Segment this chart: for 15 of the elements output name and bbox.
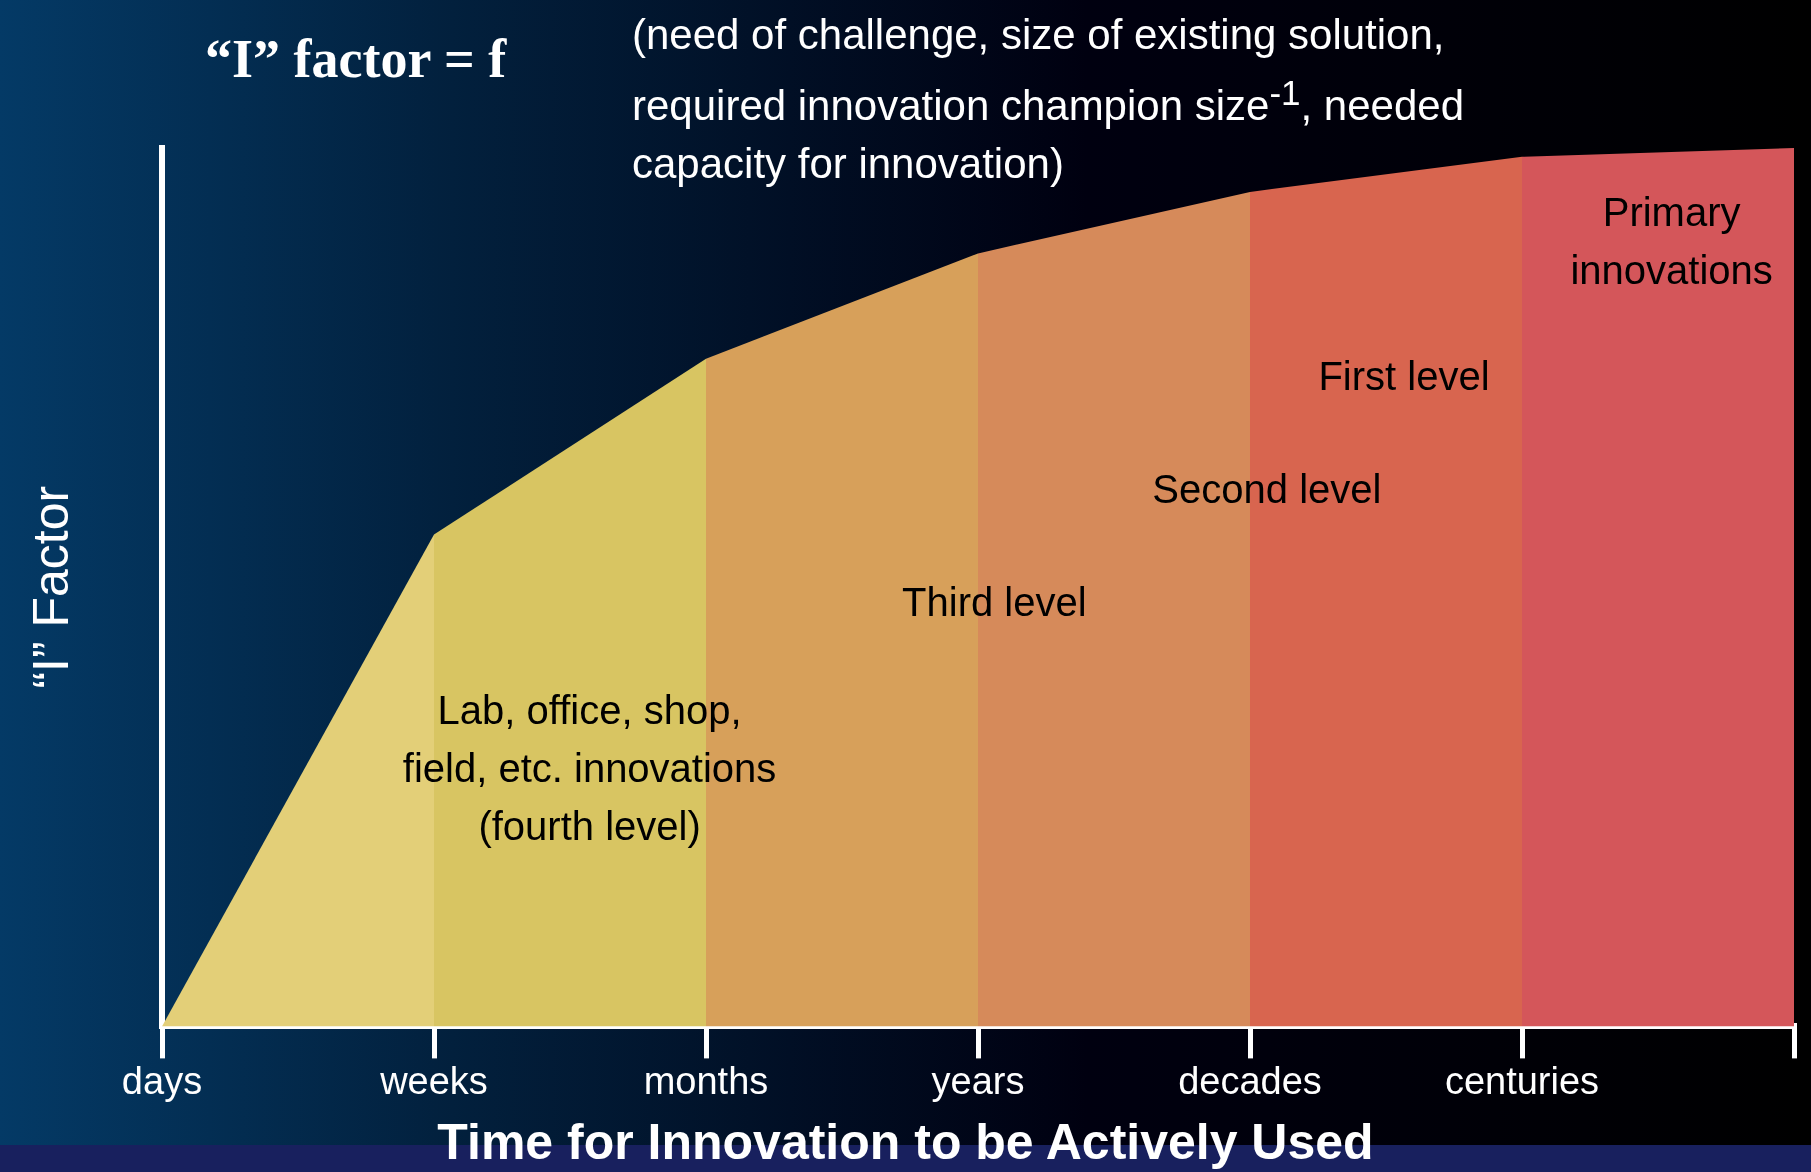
- x-axis-title: Time for Innovation to be Actively Used: [436, 1114, 1375, 1170]
- annotation: First level: [1318, 354, 1490, 399]
- x-tick-label: years: [931, 1059, 1025, 1102]
- x-tick-label: days: [121, 1059, 203, 1102]
- x-tick-label: months: [643, 1059, 769, 1102]
- chart-title: “I” factor = f: [205, 28, 507, 90]
- annotation: Third level: [902, 579, 1087, 624]
- x-tick-label: decades: [1178, 1059, 1322, 1102]
- annotation: Second level: [1152, 467, 1382, 512]
- y-axis-title: “I” Factor: [22, 485, 79, 689]
- annotation: Primary innovations: [1570, 189, 1773, 292]
- annotation: Lab, office, shop, field, etc. innovations (fourth level): [402, 687, 777, 848]
- text: (need of challenge, size of existing solution, required innovation champion size$^{-1}$, needed capacity for innovation): [632, 11, 1465, 187]
- x-tick-label: weeks: [379, 1059, 488, 1102]
- x-tick-label: centuries: [1444, 1059, 1600, 1102]
